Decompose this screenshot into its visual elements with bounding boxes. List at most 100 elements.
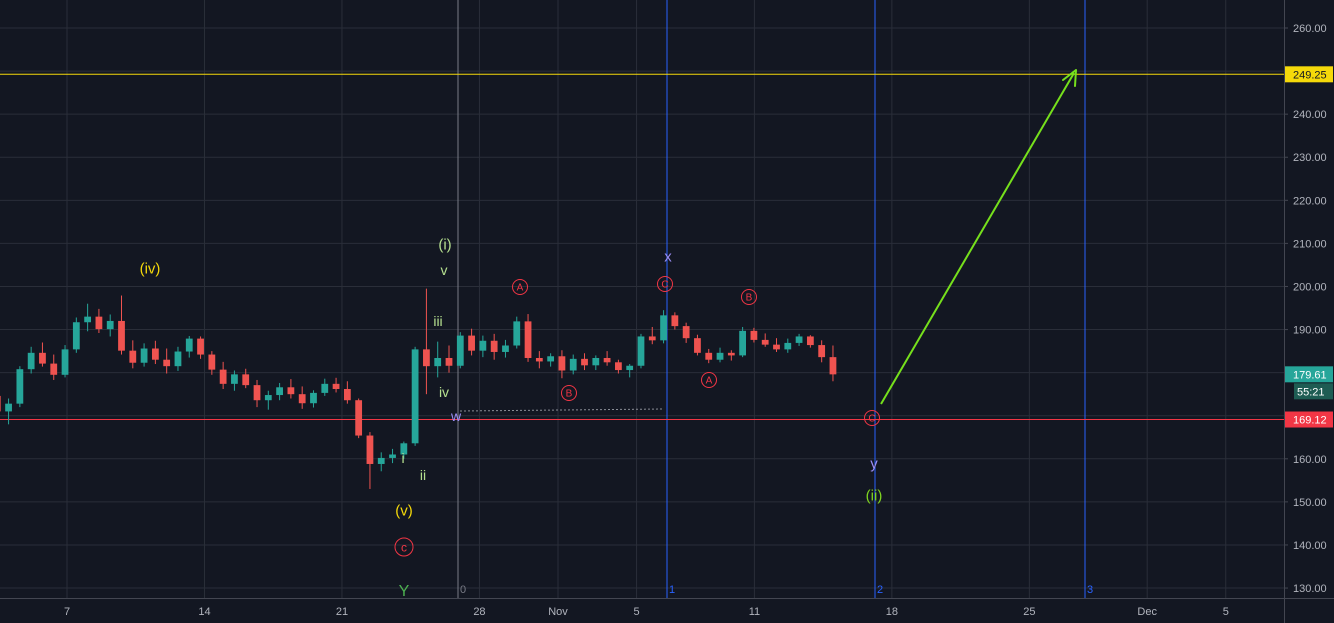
wave-label: c bbox=[394, 537, 414, 557]
time-tick-label: 7 bbox=[64, 606, 70, 618]
candle-body bbox=[355, 400, 363, 436]
wave-label: (i) bbox=[438, 236, 451, 253]
wave-label: i bbox=[401, 450, 404, 466]
price-tick-label: 200.00 bbox=[1293, 281, 1327, 293]
candle bbox=[106, 314, 114, 337]
candle bbox=[445, 345, 453, 373]
wave-label: C bbox=[864, 410, 880, 426]
candle-body bbox=[287, 387, 295, 395]
candle-body bbox=[795, 336, 803, 343]
time-axis[interactable]: 7 14 21 28 Nov 5 11 18 25 Dec 5 bbox=[0, 598, 1334, 619]
candle bbox=[694, 334, 701, 356]
horizontal-levels[interactable] bbox=[0, 73, 1284, 421]
candle bbox=[411, 346, 419, 446]
wave-label: y bbox=[870, 455, 878, 472]
wave-label-text: (i) bbox=[438, 236, 451, 253]
candle-body bbox=[479, 340, 487, 351]
candle-body bbox=[321, 383, 329, 393]
candle-body bbox=[0, 395, 1, 412]
candle-body bbox=[558, 356, 566, 371]
candle bbox=[784, 338, 792, 353]
time-tick-label: 5 bbox=[633, 606, 639, 618]
time-cycle-label: 3 bbox=[1087, 584, 1093, 596]
candle bbox=[818, 340, 826, 363]
wave-label: C bbox=[657, 276, 673, 292]
candle-body bbox=[750, 330, 758, 340]
candle bbox=[490, 333, 498, 360]
wave-label-text: y bbox=[870, 455, 878, 472]
candle-body bbox=[660, 315, 667, 341]
candle-body bbox=[468, 335, 475, 351]
candle bbox=[185, 336, 193, 358]
wave-label: iv bbox=[439, 384, 449, 400]
candle-body bbox=[140, 348, 148, 363]
time-tick-label: Dec bbox=[1137, 606, 1157, 618]
price-tick-label: 140.00 bbox=[1293, 540, 1327, 552]
wave-label-text: (iv) bbox=[140, 260, 161, 277]
candle bbox=[61, 345, 69, 378]
candle-body bbox=[366, 435, 374, 464]
candle-body bbox=[626, 365, 634, 371]
wave-label-text: B bbox=[566, 389, 573, 400]
candle-body bbox=[682, 326, 690, 339]
wave-label: w bbox=[450, 408, 462, 424]
candle bbox=[592, 355, 600, 371]
candlestick-series bbox=[0, 288, 837, 489]
w-connector-line[interactable] bbox=[459, 408, 665, 412]
candle-body bbox=[5, 403, 12, 412]
projection-arrow-line[interactable] bbox=[880, 72, 1075, 405]
candle bbox=[727, 350, 735, 361]
countdown-label: 55:21 bbox=[1297, 386, 1325, 398]
time-tick-label: 11 bbox=[749, 606, 760, 618]
candle bbox=[310, 390, 317, 408]
drawings[interactable] bbox=[459, 69, 1077, 412]
candle-body bbox=[106, 320, 114, 330]
candle bbox=[648, 326, 656, 345]
candle bbox=[456, 332, 464, 369]
candle-body bbox=[445, 357, 453, 366]
price-tick-label: 130.00 bbox=[1293, 583, 1327, 595]
candle bbox=[671, 312, 679, 330]
candle bbox=[219, 361, 227, 390]
candle bbox=[750, 327, 758, 343]
wave-label-circle bbox=[512, 279, 528, 295]
candle-body bbox=[705, 352, 713, 360]
wave-label: (ii) bbox=[866, 487, 883, 504]
level-price-badge bbox=[1285, 66, 1333, 83]
candle bbox=[524, 314, 532, 362]
candle-body bbox=[784, 342, 792, 350]
candle-body bbox=[129, 350, 137, 363]
candle-body bbox=[434, 357, 442, 367]
candle-body bbox=[264, 395, 272, 401]
candle-body bbox=[174, 351, 182, 367]
candle bbox=[5, 398, 12, 425]
candle bbox=[603, 351, 611, 366]
price-tick-label: 230.00 bbox=[1293, 152, 1327, 164]
price-tick-label: 160.00 bbox=[1293, 454, 1327, 466]
wave-label: (v) bbox=[395, 502, 413, 519]
candle-body bbox=[829, 357, 837, 375]
candle-body bbox=[716, 352, 724, 360]
candle-body bbox=[773, 344, 780, 350]
candle bbox=[558, 350, 566, 379]
candle-body bbox=[16, 369, 24, 404]
candle bbox=[27, 346, 35, 374]
level-price-label: 169.12 bbox=[1293, 415, 1327, 427]
price-axis[interactable]: 130.00140.00150.00160.00170.00180.00190.… bbox=[1284, 0, 1334, 623]
candle bbox=[0, 395, 1, 412]
wave-label-circle bbox=[701, 372, 717, 388]
candle bbox=[434, 341, 442, 378]
price-tick-label: 150.00 bbox=[1293, 497, 1327, 509]
candle bbox=[50, 354, 58, 380]
countdown-badge bbox=[1294, 383, 1333, 400]
time-tick-label: 14 bbox=[198, 606, 210, 618]
wave-label-text: A bbox=[517, 283, 524, 294]
candle-body bbox=[603, 357, 611, 363]
wave-label-text: (v) bbox=[395, 502, 413, 519]
price-tick-label: 210.00 bbox=[1293, 238, 1327, 250]
price-tick-label: 220.00 bbox=[1293, 195, 1327, 207]
wave-label-text: iv bbox=[439, 384, 449, 400]
